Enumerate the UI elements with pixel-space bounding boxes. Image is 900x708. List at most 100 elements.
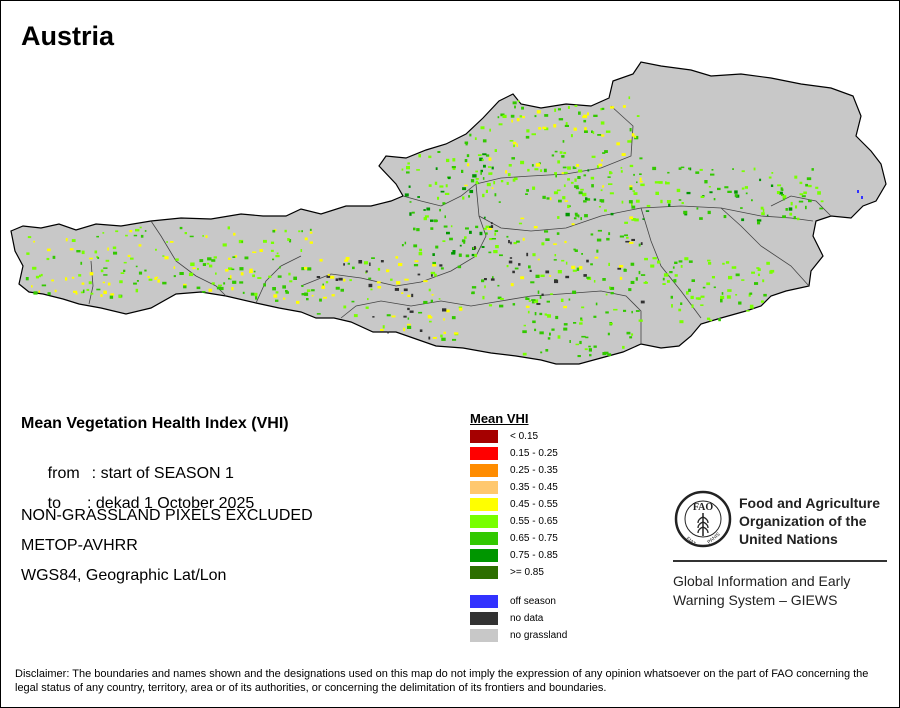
vegetation-pixel <box>629 216 633 220</box>
vegetation-pixel <box>188 272 194 277</box>
vegetation-pixel <box>625 240 630 243</box>
vegetation-pixel <box>514 177 518 181</box>
vegetation-pixel <box>597 134 602 136</box>
vegetation-pixel <box>395 256 399 259</box>
vegetation-pixel <box>616 142 620 146</box>
vegetation-pixel <box>607 332 610 336</box>
vegetation-pixel <box>757 268 761 271</box>
vegetation-pixel <box>518 222 523 225</box>
vegetation-pixel <box>90 292 94 295</box>
vegetation-pixel <box>497 296 502 300</box>
vegetation-pixel <box>600 108 603 111</box>
vegetation-pixel <box>441 337 446 341</box>
vegetation-pixel <box>488 304 493 307</box>
vegetation-pixel <box>567 204 570 209</box>
vegetation-pixel <box>494 193 497 197</box>
vegetation-pixel <box>293 276 297 280</box>
vegetation-pixel <box>183 285 187 289</box>
vegetation-pixel <box>453 332 459 335</box>
vegetation-pixel <box>157 279 160 283</box>
vegetation-pixel <box>635 199 640 203</box>
legend-swatch <box>470 430 498 443</box>
vegetation-pixel <box>343 305 347 309</box>
vegetation-pixel <box>793 216 796 220</box>
vegetation-pixel <box>306 298 309 301</box>
vegetation-pixel <box>595 302 598 306</box>
vegetation-pixel <box>486 182 491 187</box>
vegetation-pixel <box>580 317 583 320</box>
vegetation-pixel <box>563 171 568 174</box>
vegetation-pixel <box>311 289 315 292</box>
vegetation-pixel <box>680 302 683 305</box>
vegetation-pixel <box>645 210 650 212</box>
vegetation-pixel <box>605 311 609 314</box>
vegetation-pixel <box>734 190 738 194</box>
vegetation-pixel <box>485 225 490 228</box>
vegetation-pixel <box>777 184 782 187</box>
vegetation-pixel <box>233 232 236 236</box>
vegetation-pixel <box>47 248 51 252</box>
vegetation-pixel <box>107 282 111 286</box>
vegetation-pixel <box>345 257 350 260</box>
vegetation-pixel <box>631 218 636 221</box>
vegetation-pixel <box>35 275 39 279</box>
vegetation-pixel <box>407 323 411 326</box>
vegetation-pixel <box>391 315 396 318</box>
vegetation-pixel <box>586 276 590 279</box>
vegetation-pixel <box>557 160 561 164</box>
vegetation-pixel <box>301 285 304 287</box>
vegetation-pixel <box>811 168 814 171</box>
vegetation-pixel <box>785 208 788 211</box>
vegetation-pixel <box>545 349 549 352</box>
vegetation-pixel <box>304 292 309 296</box>
vegetation-pixel <box>805 183 808 187</box>
vegetation-pixel <box>596 249 599 253</box>
vegetation-pixel <box>666 181 670 185</box>
vegetation-pixel <box>535 163 541 167</box>
vegetation-pixel <box>537 290 540 294</box>
fao-name-line2: Organization of the <box>739 513 867 529</box>
vegetation-pixel <box>686 191 691 195</box>
vegetation-pixel <box>622 345 625 349</box>
legend-swatch <box>470 629 498 642</box>
vegetation-pixel <box>458 253 462 257</box>
vegetation-pixel <box>220 286 224 291</box>
vegetation-pixel <box>542 195 546 199</box>
vegetation-pixel <box>533 226 538 229</box>
vegetation-pixel <box>500 113 505 117</box>
vegetation-pixel <box>652 257 657 260</box>
vegetation-pixel <box>708 262 712 265</box>
vegetation-pixel <box>549 275 552 277</box>
vegetation-pixel <box>574 212 578 216</box>
vegetation-pixel <box>263 239 267 243</box>
vegetation-pixel <box>629 185 633 189</box>
vegetation-pixel <box>726 295 731 299</box>
vegetation-pixel <box>684 213 688 216</box>
vegetation-pixel <box>407 307 410 311</box>
vegetation-pixel <box>770 184 774 187</box>
vegetation-pixel <box>580 188 584 191</box>
vegetation-pixel <box>413 227 416 231</box>
vegetation-pixel <box>47 292 51 296</box>
vegetation-pixel <box>569 205 571 208</box>
vegetation-pixel <box>234 255 237 258</box>
vegetation-pixel <box>275 255 280 258</box>
legend-label: no data <box>510 613 544 624</box>
vegetation-pixel <box>140 234 144 238</box>
legend-label: 0.55 - 0.65 <box>510 516 558 527</box>
vegetation-pixel <box>735 273 740 277</box>
vegetation-pixel <box>499 254 503 257</box>
vegetation-pixel <box>574 104 578 107</box>
vegetation-pixel <box>642 218 645 220</box>
vegetation-pixel <box>796 217 800 221</box>
vegetation-pixel <box>531 301 535 304</box>
vegetation-pixel <box>439 208 441 212</box>
vegetation-pixel <box>554 172 557 175</box>
vegetation-pixel <box>369 262 371 266</box>
vegetation-pixel <box>553 124 557 128</box>
vegetation-pixel <box>398 263 403 267</box>
vegetation-pixel <box>702 286 706 289</box>
vegetation-pixel <box>481 246 485 248</box>
vegetation-pixel <box>717 187 721 191</box>
vegetation-pixel <box>593 345 597 348</box>
